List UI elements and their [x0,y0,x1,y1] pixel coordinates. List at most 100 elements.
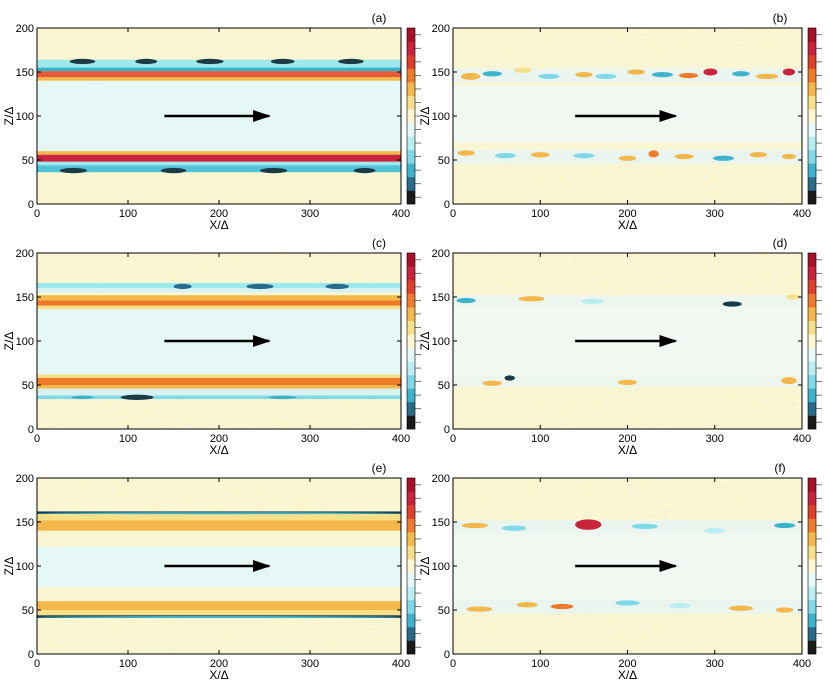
speckle [371,488,374,490]
speckle [683,274,686,276]
contour-spot [456,297,476,304]
speckle [679,273,682,275]
speckle [653,29,656,32]
speckle [742,494,745,496]
speckle [547,263,550,265]
contour-spot [674,153,694,160]
speckle [94,505,97,508]
speckle [340,629,343,631]
speckle [509,483,512,485]
colorbar-swatch [407,401,415,416]
speckle [542,414,545,417]
speckle [583,501,586,503]
panel-label: (c) [372,236,386,250]
speckle [765,287,768,289]
speckle [784,28,787,30]
speckle [537,642,540,645]
speckle [193,253,196,256]
speckle [702,196,705,199]
contour-band [37,374,401,378]
speckle [323,496,326,498]
speckle [551,626,554,628]
speckle [285,253,288,256]
speckle [492,501,495,503]
speckle [609,287,612,290]
speckle [282,638,285,640]
plot-area [37,253,401,429]
speckle [483,185,486,187]
speckle [179,272,181,275]
speckle [274,413,277,415]
speckle [548,614,551,616]
speckle [649,45,652,48]
speckle [731,637,734,639]
speckle [246,485,249,488]
speckle [237,412,240,415]
speckle [486,58,489,60]
speckle [290,501,293,504]
speckle [230,262,233,265]
speckle [647,629,649,632]
speckle [519,642,522,645]
speckle [331,255,334,258]
speckle [319,398,322,401]
speckle [799,498,802,500]
speckle [226,494,228,496]
speckle [182,292,185,294]
speckle [797,393,800,395]
speckle [163,427,166,429]
panel-label: (d) [773,236,788,250]
speckle [567,506,570,509]
speckle [536,616,539,618]
speckle [266,404,269,407]
speckle [643,422,646,425]
contour-band [453,295,802,306]
colorbar-swatch [808,41,816,56]
y-tick-label: 200 [16,473,34,485]
speckle [373,419,376,421]
speckle [496,646,499,648]
speckle [228,294,231,296]
speckle [576,386,579,389]
contour-band [453,599,802,614]
speckle [260,617,263,619]
speckle [628,485,631,488]
speckle [703,176,706,178]
colorbar-swatch [407,478,415,492]
speckle [298,268,301,271]
colorbar-swatch [407,253,415,267]
speckle [657,423,660,425]
x-axis-label: X/Δ [618,668,637,682]
y-tick-label: 100 [16,336,34,348]
speckle [555,511,558,514]
y-tick-label: 200 [432,23,450,35]
speckle [364,257,367,259]
contour-band [37,161,401,166]
speckle [186,638,189,640]
contour-spot [713,155,734,161]
colorbar-swatch [808,491,816,506]
speckle [527,398,530,400]
speckle [51,508,53,510]
speckle [642,44,645,46]
speckle [643,627,646,629]
speckle [577,508,580,511]
speckle [338,627,341,630]
speckle [596,387,599,389]
colorbar-swatch [407,28,415,42]
speckle [597,480,600,483]
speckle [353,424,356,426]
contour-spot [120,394,154,400]
speckle [46,399,49,401]
speckle [642,291,644,294]
colorbar-swatch [808,293,816,308]
colorbar-swatch [407,586,415,601]
speckle [702,505,705,507]
speckle [469,194,472,197]
contour-band [37,282,401,289]
y-tick-label: 200 [432,473,450,485]
speckle [590,262,593,265]
colorbar-swatch [407,505,415,519]
speckle [316,279,319,281]
x-tick-label: 200 [210,658,228,670]
